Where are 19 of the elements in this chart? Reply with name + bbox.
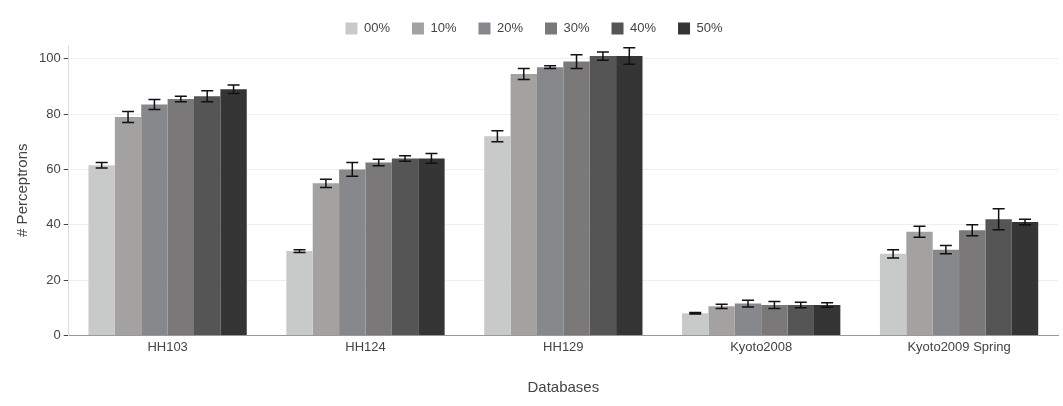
legend-label: 40% [630, 20, 657, 36]
y-tick-label: 60 [46, 161, 61, 177]
x-axis-title: Databases [527, 378, 600, 396]
x-tick-label: Kyoto2009 Spring [907, 338, 1011, 354]
y-tick-label: 100 [38, 50, 61, 66]
y-tick-label: 80 [46, 105, 61, 121]
y-tick-label: 20 [46, 271, 61, 287]
x-tick-label: HH124 [345, 338, 386, 354]
x-tick-label: HH129 [543, 338, 584, 354]
y-tick-label: 40 [46, 216, 61, 232]
x-tick-label: Kyoto2008 [730, 338, 793, 354]
legend-label: 10% [430, 20, 457, 36]
legend-label: 20% [496, 20, 524, 36]
y-tick-label: 0 [53, 326, 61, 342]
x-tick-label: HH103 [147, 338, 188, 354]
y-axis-title: # Perceptrons [13, 143, 31, 237]
legend-label: 00% [363, 20, 391, 36]
legend-label: 50% [696, 20, 723, 36]
legend-label: 30% [563, 20, 590, 36]
